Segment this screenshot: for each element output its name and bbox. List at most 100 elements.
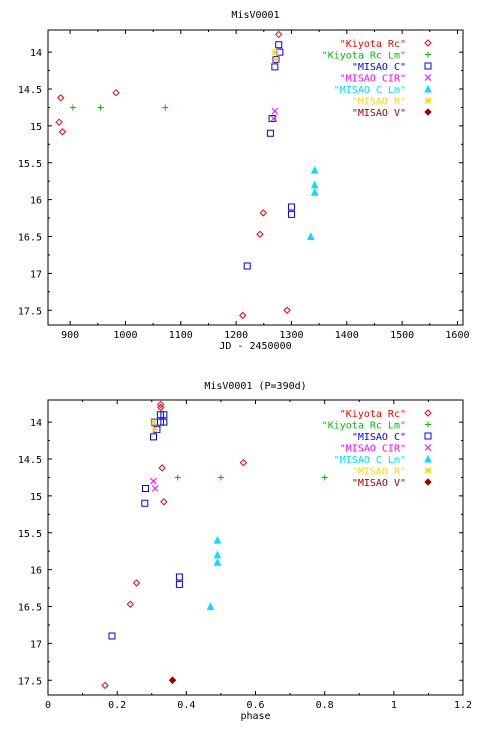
data-point [55,118,63,126]
legend-marker [424,454,432,463]
data-point [272,56,280,63]
data-point [157,403,165,412]
data-point [168,676,177,684]
y-tick-label: 16.5 [18,233,42,244]
legend-marker [424,432,432,440]
data-point [175,573,183,581]
data-point [112,88,120,97]
x-tick-label: 1.2 [454,700,472,711]
chart-title: MisV0001 [231,10,279,21]
plot-1: MisV0001 900 1000 1100 1200 1300 1400 1500 1600 1… [18,10,470,352]
data-point [160,411,168,419]
data-point [132,579,141,587]
data-point [149,433,157,441]
data-point [287,210,295,218]
x-tick-label: 1200 [224,330,248,341]
y-tick-label: 15.5 [18,159,42,170]
legend-marker [424,444,432,451]
y-tick-label: 14 [30,48,42,59]
legend-label: "Kiyota Rc Lm" [322,51,406,62]
legend-marker [424,84,432,93]
data-point [160,418,168,426]
x-axis-label: JD - 2450000 [219,341,291,352]
x-tick-label: 0.8 [316,700,334,711]
legend-label: "MISAO R" [352,97,406,108]
y-tick-label: 15 [30,492,42,503]
data-point [101,681,109,690]
data-point [150,477,157,485]
x-tick-label: 1400 [335,330,359,341]
data-point [57,94,65,102]
data-point [259,209,267,217]
legend-marker [424,478,432,486]
data-point [307,232,315,240]
data-point [151,485,159,492]
legend-label: "MISAO CIR" [340,444,406,455]
legend-marker [424,74,432,81]
data-point [151,426,159,433]
data-point [283,306,291,314]
data-point [213,550,222,559]
legend-marker [424,409,432,417]
data-point [141,499,149,507]
data-point [175,580,183,588]
y-tick-label: 14 [30,418,42,429]
data-point [271,48,279,56]
legend-label: "Kiyota Rc Lm" [322,421,406,432]
y-tick-label: 17 [30,639,42,650]
data-point [157,400,165,409]
legend-label: "Kiyota Rc" [340,39,406,50]
data-point [174,474,181,481]
data-point [108,632,116,640]
y-tick-label: 16.5 [18,603,42,614]
data-point [256,230,264,238]
legend-label: "MISAO CIR" [340,74,406,85]
data-point [126,600,135,608]
legend-label: "MISAO C Lm" [334,85,406,96]
x-tick-label: 1000 [113,330,137,341]
x-tick-label: 1300 [279,330,303,341]
legend-marker [424,467,432,474]
legend-marker [425,421,431,428]
data-point [321,474,328,481]
legend-label: "MISAO C" [352,432,406,443]
data-point [310,166,319,174]
legend-label: "Kiyota Rc" [340,409,406,420]
data-point [266,129,274,137]
data-point [270,115,278,122]
y-tick-label: 16 [30,566,42,577]
data-point [150,418,157,426]
data-point [69,104,76,111]
legend-label: "MISAO V" [352,108,406,119]
plot-2: MisV0001 (P=390d) 0 0.2 0.4 0.6 0.8 1 1.2 14 14.5… [18,381,472,722]
data-point [243,262,251,270]
legend-marker [424,62,432,70]
data-point [162,104,169,111]
data-point [213,536,222,544]
legend-marker [424,108,432,116]
legend-label: "MISAO C Lm" [334,455,406,466]
legend-label: "MISAO V" [352,478,406,489]
x-tick-label: 1100 [169,330,193,341]
plot-frame [47,29,464,326]
x-tick-label: 0.6 [246,700,264,711]
data-point [97,104,104,111]
y-tick-label: 15.5 [18,529,42,540]
data-point [213,558,222,566]
x-tick-label: 0.4 [177,700,195,711]
data-point [160,498,168,506]
data-point [275,41,283,49]
chart-title: MisV0001 (P=390d) [204,381,306,392]
data-point [142,485,150,492]
legend-marker [424,97,432,104]
x-axis-label: phase [240,711,270,722]
y-tick-label: 14.5 [18,455,42,466]
x-tick-label: 900 [61,330,79,341]
legend-marker [424,39,432,47]
data-point [271,107,279,115]
data-point [310,188,319,196]
x-tick-label: 1500 [390,330,414,341]
data-point [310,180,319,189]
